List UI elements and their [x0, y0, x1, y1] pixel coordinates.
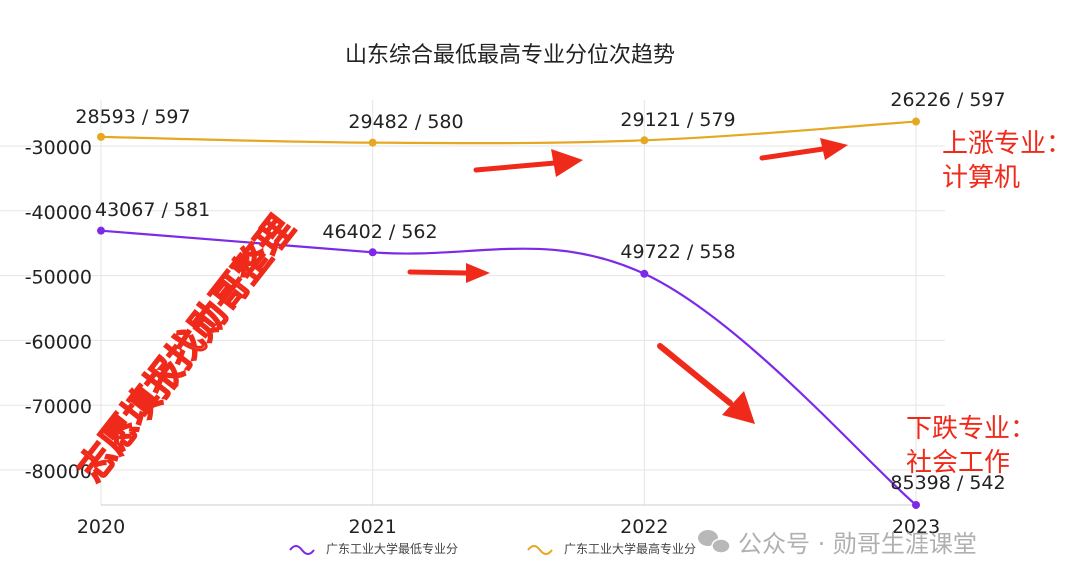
- data-point: [97, 132, 105, 141]
- legend-label-min: 广东工业大学最低专业分: [326, 541, 458, 556]
- series-line: [100, 229, 917, 506]
- data-point: [912, 500, 920, 509]
- data-labels: 43067 / 581 46402 / 562 49722 / 558 85398 /…: [75, 89, 1005, 494]
- wechat-credit-text: 公众号 · 勋哥生涯课堂: [738, 530, 977, 558]
- data-point: [640, 269, 649, 278]
- rising-note-line1: 上涨专业：: [942, 129, 1072, 159]
- wechat-icon: [698, 530, 731, 554]
- data-label: 28593 / 597: [75, 106, 190, 128]
- falling-note-line2: 社会工作: [906, 448, 1010, 478]
- data-label: 49722 / 558: [620, 241, 735, 263]
- data-point: [912, 117, 920, 126]
- data-point: [640, 136, 649, 145]
- data-label: 26226 / 597: [890, 89, 1005, 111]
- arrow-down-right-icon: [657, 343, 755, 424]
- falling-note-line1: 下跌专业：: [906, 414, 1036, 444]
- series-layer: [97, 117, 920, 509]
- x-axis: 2020 2021 2022 2023: [77, 516, 940, 538]
- data-point: [368, 248, 377, 257]
- legend-swatch-max: [527, 545, 553, 555]
- series-line: [100, 120, 917, 145]
- y-tick-label: -70000: [25, 396, 92, 418]
- x-tick-label: 2022: [620, 516, 668, 538]
- chart-title: 山东综合最低最高专业分位次趋势: [345, 43, 675, 68]
- arrow-right-icon: [759, 138, 848, 161]
- data-label: 29121 / 579: [620, 109, 735, 131]
- data-label: 29482 / 580: [348, 111, 463, 133]
- legend: 广东工业大学最低专业分 广东工业大学最高专业分: [289, 541, 696, 556]
- x-tick-label: 2023: [892, 516, 940, 538]
- y-tick-label: -50000: [25, 267, 92, 289]
- arrow-right-icon: [473, 149, 583, 177]
- arrow-right-icon: [407, 263, 490, 283]
- y-tick-label: -60000: [25, 331, 92, 353]
- y-tick-label: -30000: [25, 137, 92, 159]
- data-label: 85398 / 542: [890, 472, 1005, 494]
- watermark-text: 志愿填报找勋哥整理: [71, 209, 303, 490]
- y-tick-label: -80000: [25, 461, 92, 483]
- y-tick-label: -40000: [25, 202, 92, 224]
- red-arrows: [407, 138, 848, 424]
- data-label: 43067 / 581: [95, 199, 210, 221]
- grid-layer: [0, 100, 945, 506]
- legend-label-max: 广东工业大学最高专业分: [564, 541, 696, 556]
- x-tick-label: 2021: [348, 516, 396, 538]
- x-tick-label: 2020: [77, 516, 125, 538]
- rising-note-line2: 计算机: [942, 163, 1020, 193]
- data-point: [97, 226, 105, 235]
- data-label: 46402 / 562: [322, 221, 437, 243]
- y-axis: -30000 -40000 -50000 -60000 -70000 -80000: [25, 137, 92, 483]
- legend-swatch-min: [289, 545, 315, 555]
- wechat-credit: 公众号 · 勋哥生涯课堂: [698, 530, 977, 558]
- data-point: [368, 138, 377, 147]
